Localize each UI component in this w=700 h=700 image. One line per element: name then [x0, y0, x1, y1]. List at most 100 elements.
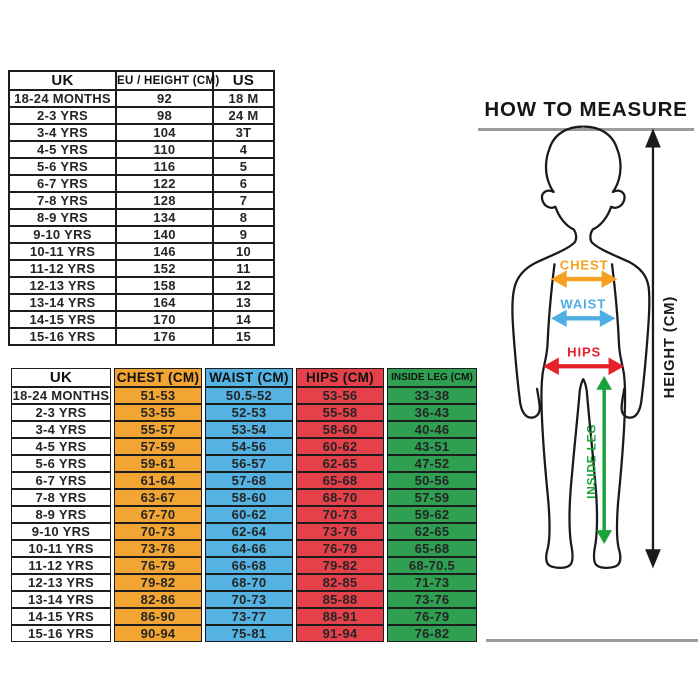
table-cell: 55-58 — [296, 404, 384, 421]
table-cell: 76-82 — [387, 625, 477, 642]
table-cell: 53-54 — [205, 421, 293, 438]
table-row: 14-15 YRS 86-90 73-77 88-91 76-79 — [11, 608, 477, 625]
table-cell: 6-7 YRS — [8, 174, 117, 193]
table-cell: 10-11 YRS — [11, 540, 111, 557]
column-header: WAIST (CM) — [205, 368, 293, 387]
table-cell: 8-9 YRS — [11, 506, 111, 523]
table-cell: 76-79 — [114, 557, 202, 574]
waist-label: WAIST — [560, 297, 606, 312]
table-row: 11-12 YRS 76-79 66-68 79-82 68-70.5 — [11, 557, 477, 574]
table-cell: 40-46 — [387, 421, 477, 438]
table-cell: 59-62 — [387, 506, 477, 523]
table-row: 15-16 YRS 176 15 — [8, 327, 275, 346]
table-row: 2-3 YRS 98 24 M — [8, 106, 275, 125]
table-cell: 68-70 — [296, 489, 384, 506]
table-cell: 85-88 — [296, 591, 384, 608]
table-row: 9-10 YRS 70-73 62-64 73-76 62-65 — [11, 523, 477, 540]
size-table-measurements: UK CHEST (CM) WAIST (CM) HIPS (CM) INSIDE LE… — [8, 368, 480, 642]
hips-label: HIPS — [567, 345, 601, 360]
table-cell: 12-13 YRS — [8, 276, 117, 295]
column-header: UK — [11, 368, 111, 387]
table-row: 11-12 YRS 152 11 — [8, 259, 275, 278]
table-cell: 92 — [115, 89, 214, 108]
table-cell: 10-11 YRS — [8, 242, 117, 261]
table-cell: 152 — [115, 259, 214, 278]
table-cell: 91-94 — [296, 625, 384, 642]
column-header: CHEST (CM) — [114, 368, 202, 387]
column-header: INSIDE LEG (CM) — [387, 368, 477, 387]
column-header: EU / HEIGHT (CM) — [115, 70, 219, 91]
table-row: 7-8 YRS 128 7 — [8, 191, 275, 210]
table-cell: 50.5-52 — [205, 387, 293, 404]
table-cell: 43-51 — [387, 438, 477, 455]
hips-arrow: HIPS — [543, 345, 625, 375]
table-cell: 3-4 YRS — [11, 421, 111, 438]
table-cell: 6 — [212, 174, 275, 193]
table-row: 10-11 YRS 73-76 64-66 76-79 65-68 — [11, 540, 477, 557]
table-cell: 122 — [115, 174, 214, 193]
table-cell: 15-16 YRS — [11, 625, 111, 642]
child-silhouette — [511, 125, 651, 569]
table-row: 5-6 YRS 116 5 — [8, 157, 275, 176]
table-cell: 146 — [115, 242, 214, 261]
table-cell: 5 — [212, 157, 275, 176]
table-row: 8-9 YRS 67-70 60-62 70-73 59-62 — [11, 506, 477, 523]
table-cell: 70-73 — [114, 523, 202, 540]
table-cell: 62-65 — [296, 455, 384, 472]
table-cell: 61-64 — [114, 472, 202, 489]
table-cell: 73-77 — [205, 608, 293, 625]
table-cell: 52-53 — [205, 404, 293, 421]
table-cell: 9-10 YRS — [8, 225, 117, 244]
table-cell: 134 — [115, 208, 214, 227]
table-cell: 7 — [212, 191, 275, 210]
table-cell: 82-85 — [296, 574, 384, 591]
table-cell: 5-6 YRS — [8, 157, 117, 176]
table-cell: 75-81 — [205, 625, 293, 642]
table-cell: 57-59 — [114, 438, 202, 455]
table-cell: 140 — [115, 225, 214, 244]
table-cell: 71-73 — [387, 574, 477, 591]
table-cell: 15 — [212, 327, 275, 346]
table-cell: 47-52 — [387, 455, 477, 472]
table-cell: 3-4 YRS — [8, 123, 117, 142]
column-header: US — [212, 70, 275, 91]
table-cell: 88-91 — [296, 608, 384, 625]
table-cell: 13 — [212, 293, 275, 312]
table-cell: 15-16 YRS — [8, 327, 117, 346]
child-measurement-diagram: CHEST WAIST HIPS INSIDE LEG — [511, 125, 678, 569]
table-cell: 64-66 — [205, 540, 293, 557]
inside-leg-arrow: INSIDE LEG — [585, 375, 613, 545]
table-cell: 164 — [115, 293, 214, 312]
table-row: 3-4 YRS 104 3T — [8, 123, 275, 142]
chest-label: CHEST — [560, 258, 609, 273]
table-cell: 70-73 — [296, 506, 384, 523]
table-cell: 3T — [212, 123, 275, 142]
table-cell: 82-86 — [114, 591, 202, 608]
table-cell: 4 — [212, 140, 275, 159]
table-cell: 2-3 YRS — [8, 106, 117, 125]
table-row: 8-9 YRS 134 8 — [8, 208, 275, 227]
height-arrow: HEIGHT (CM) — [645, 128, 678, 569]
table-row: 13-14 YRS 82-86 70-73 85-88 73-76 — [11, 591, 477, 608]
table-cell: 116 — [115, 157, 214, 176]
table-cell: 11-12 YRS — [8, 259, 117, 278]
table-cell: 50-56 — [387, 472, 477, 489]
table-cell: 9 — [212, 225, 275, 244]
table-cell: 18-24 MONTHS — [8, 89, 117, 108]
table-cell: 110 — [115, 140, 214, 159]
table-cell: 70-73 — [205, 591, 293, 608]
table-cell: 65-68 — [296, 472, 384, 489]
table-cell: 73-76 — [296, 523, 384, 540]
table-cell: 79-82 — [296, 557, 384, 574]
table-row: 10-11 YRS 146 10 — [8, 242, 275, 261]
table-cell: 76-79 — [296, 540, 384, 557]
table-cell: 76-79 — [387, 608, 477, 625]
header-row: UK CHEST (CM) WAIST (CM) HIPS (CM) INSIDE LE… — [11, 368, 477, 387]
table-cell: 66-68 — [205, 557, 293, 574]
table-cell: 6-7 YRS — [11, 472, 111, 489]
table-row: 15-16 YRS 90-94 75-81 91-94 76-82 — [11, 625, 477, 642]
table-cell: 11 — [212, 259, 275, 278]
table-cell: 67-70 — [114, 506, 202, 523]
table-row: 5-6 YRS 59-61 56-57 62-65 47-52 — [11, 455, 477, 472]
